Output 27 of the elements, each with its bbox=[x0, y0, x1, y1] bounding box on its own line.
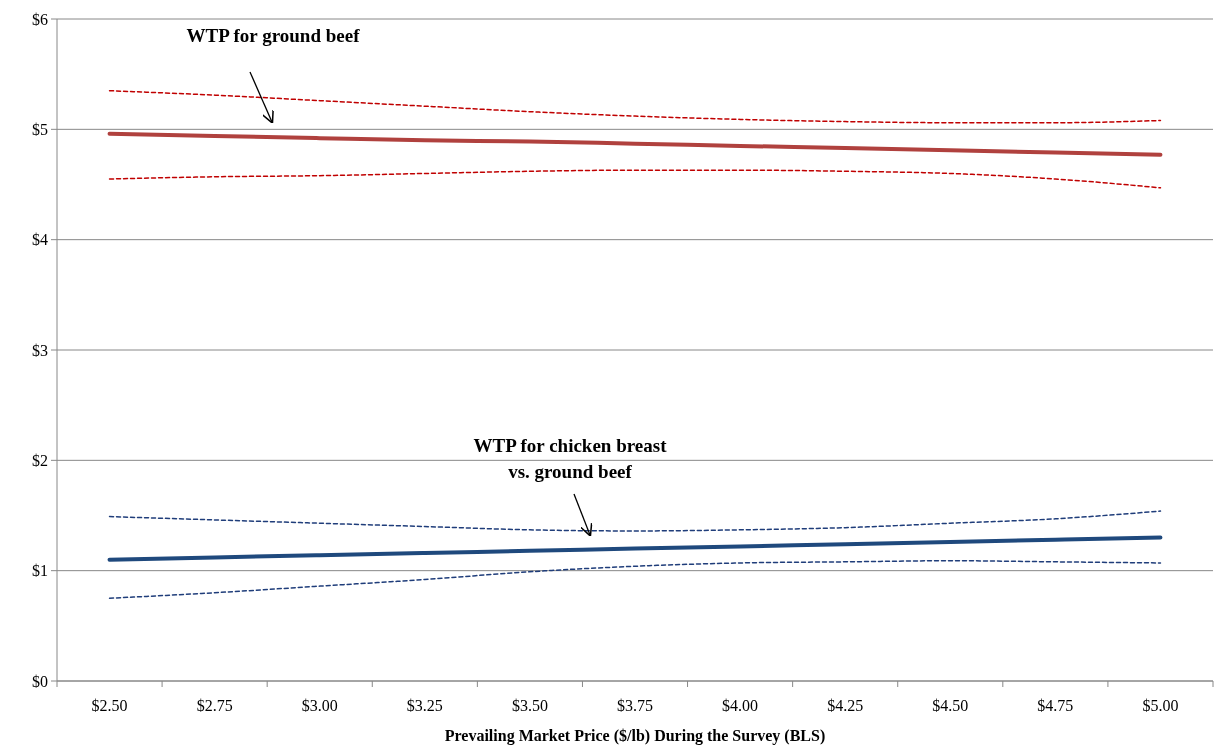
line-series bbox=[107, 131, 1163, 157]
y-tick-label: $5 bbox=[32, 120, 48, 138]
line-series bbox=[108, 559, 1162, 599]
annotation: WTP for chicken breast vs. ground beef bbox=[473, 435, 668, 482]
line-series bbox=[108, 510, 1162, 532]
x-tick-label: $3.75 bbox=[617, 697, 653, 714]
x-tick-label: $3.00 bbox=[301, 697, 338, 714]
x-tick-label: $2.50 bbox=[91, 697, 128, 714]
x-tick-label: $5.00 bbox=[1142, 697, 1179, 714]
x-tick-label: $4.00 bbox=[722, 697, 759, 714]
line-series bbox=[108, 89, 1162, 124]
x-tick-label: $4.25 bbox=[827, 697, 864, 714]
x-tick-label: $4.75 bbox=[1037, 697, 1074, 714]
annotation: WTP for ground beef bbox=[186, 25, 361, 46]
y-tick-label: $3 bbox=[32, 341, 48, 359]
x-axis-title: Prevailing Market Price ($/lb) During the Survey (BLS) bbox=[444, 727, 826, 745]
y-tick-label: $0 bbox=[32, 672, 48, 690]
line-series bbox=[107, 535, 1163, 562]
y-tick-label: $4 bbox=[32, 231, 48, 249]
y-tick-label: $6 bbox=[32, 10, 48, 28]
x-tick-label: $3.50 bbox=[511, 697, 548, 714]
line-series bbox=[108, 169, 1162, 189]
x-tick-label: $2.75 bbox=[196, 697, 233, 714]
y-tick-label: $2 bbox=[32, 451, 48, 469]
x-tick-label: $3.25 bbox=[406, 697, 443, 714]
x-tick-label: $4.50 bbox=[932, 697, 969, 714]
y-tick-label: $1 bbox=[32, 562, 48, 580]
